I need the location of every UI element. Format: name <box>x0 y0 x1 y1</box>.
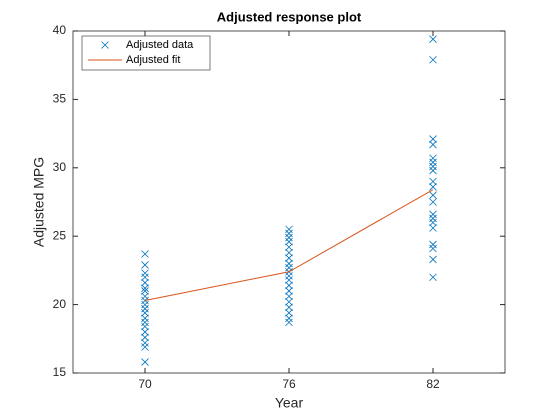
data-point <box>429 140 437 149</box>
y-tick-label: 20 <box>53 297 67 311</box>
data-point <box>429 177 437 186</box>
data-point <box>429 198 437 206</box>
data-point <box>141 284 149 292</box>
data-point <box>429 35 437 43</box>
x-tick-label: 70 <box>138 377 152 391</box>
data-point <box>285 276 293 284</box>
data-point <box>429 218 437 227</box>
y-tick-label: 25 <box>53 228 67 242</box>
data-point <box>285 298 293 306</box>
fit-line <box>144 189 434 301</box>
data-point <box>429 244 437 253</box>
data-point <box>141 322 149 331</box>
data-point <box>285 309 293 317</box>
legend-label: Adjusted data <box>126 39 194 51</box>
y-axis-label: Adjusted MPG <box>31 157 47 247</box>
data-point <box>285 303 293 312</box>
data-point <box>429 135 437 143</box>
data-point <box>141 343 149 351</box>
data-point <box>141 309 149 317</box>
legend-label: Adjusted fit <box>126 54 180 66</box>
data-point <box>285 281 293 290</box>
data-point <box>429 273 437 282</box>
data-point <box>429 55 437 64</box>
y-tick-label: 35 <box>53 92 67 106</box>
data-point <box>285 237 293 246</box>
data-point <box>141 328 149 336</box>
data-point <box>141 278 149 287</box>
plot-area <box>72 30 506 374</box>
data-point <box>141 358 149 366</box>
data-point <box>285 287 293 295</box>
data-point <box>429 224 437 232</box>
data-point <box>285 318 293 327</box>
data-point <box>285 243 293 251</box>
data-point <box>285 254 293 262</box>
y-tick-label: 30 <box>53 160 67 174</box>
data-point <box>141 250 149 258</box>
data-point <box>429 191 437 199</box>
data-point <box>141 273 149 282</box>
chart-title: Adjusted response plot <box>217 9 362 24</box>
data-point <box>429 183 437 191</box>
data-point <box>429 255 437 264</box>
data-point <box>141 287 149 295</box>
x-axis-label: Year <box>275 395 304 411</box>
data-point <box>285 292 293 301</box>
y-tick-label: 15 <box>53 365 67 379</box>
x-tick-label: 76 <box>282 377 296 391</box>
legend-marker <box>101 41 109 49</box>
data-point <box>141 261 149 269</box>
data-point <box>285 248 293 257</box>
x-tick-label: 82 <box>426 377 440 391</box>
data-point <box>141 333 149 342</box>
y-tick-label: 40 <box>53 23 67 37</box>
legend-box <box>81 35 211 71</box>
data-point <box>429 166 437 175</box>
